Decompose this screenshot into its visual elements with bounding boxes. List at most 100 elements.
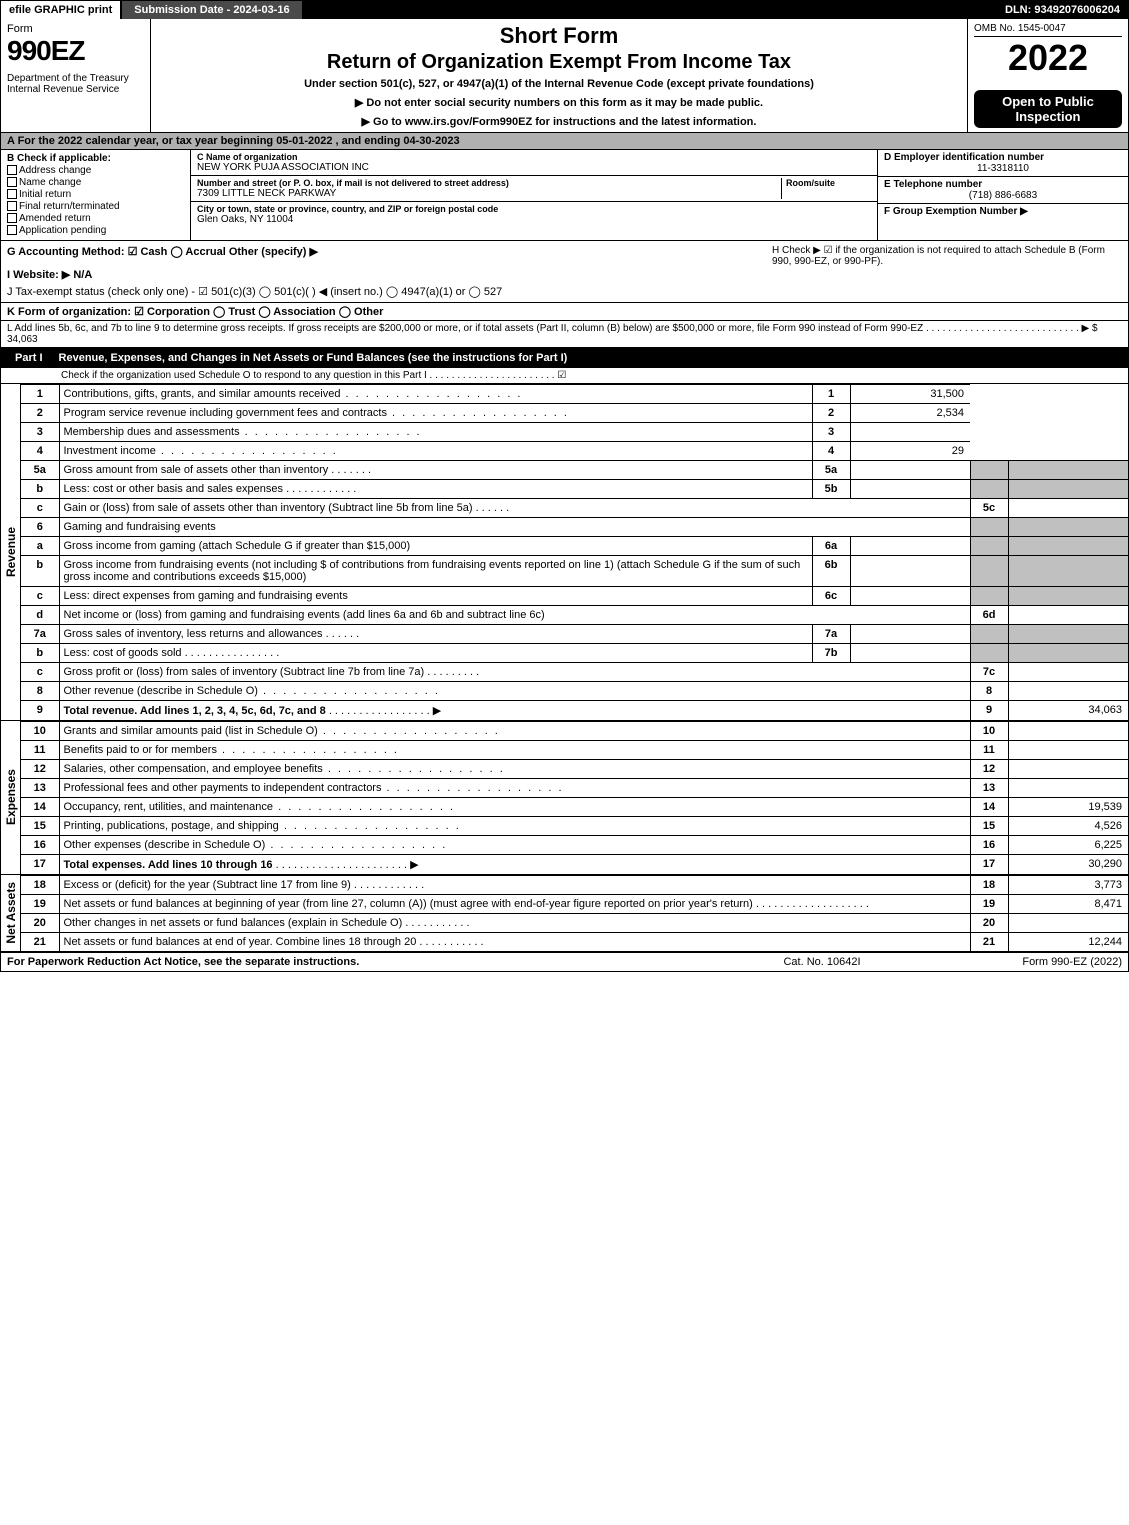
form-of-organization: K Form of organization: ☑ Corporation ◯ … [1, 303, 1128, 321]
form-label: Form [7, 23, 144, 35]
inner-amount [850, 556, 970, 587]
line-num: 2 [21, 404, 59, 423]
line-num: b [21, 644, 59, 663]
form-container: efile GRAPHIC print Submission Date - 20… [0, 0, 1129, 972]
line-desc: Salaries, other compensation, and employ… [59, 760, 970, 779]
department-label: Department of the Treasury Internal Reve… [7, 73, 144, 95]
chk-amended-return[interactable]: Amended return [7, 213, 184, 224]
line-num: 20 [21, 914, 59, 933]
grey-cell [1008, 587, 1128, 606]
grey-cell [970, 644, 1008, 663]
address: 7309 LITTLE NECK PARKWAY [197, 188, 781, 199]
accounting-method: G Accounting Method: ☑ Cash ◯ Accrual Ot… [7, 245, 772, 258]
org-name: NEW YORK PUJA ASSOCIATION INC [197, 162, 871, 173]
dln-label: DLN: 93492076006204 [997, 1, 1128, 19]
website-row: I Website: ▶ N/A [7, 268, 772, 281]
line-box: 5c [970, 499, 1008, 518]
line-num: 21 [21, 933, 59, 952]
line-num: c [21, 499, 59, 518]
grey-cell [970, 461, 1008, 480]
line-box: 19 [970, 895, 1008, 914]
schedule-b-check: H Check ▶ ☑ if the organization is not r… [772, 245, 1122, 298]
line-box: 21 [970, 933, 1008, 952]
line-desc: Other expenses (describe in Schedule O) [59, 836, 970, 855]
chk-address-change[interactable]: Address change [7, 165, 184, 176]
line-num: 19 [21, 895, 59, 914]
line-amount: 4,526 [1008, 817, 1128, 836]
line-desc: Excess or (deficit) for the year (Subtra… [59, 876, 970, 895]
revenue-side-label: Revenue [4, 527, 18, 577]
line-box: 14 [970, 798, 1008, 817]
inner-amount [850, 587, 970, 606]
grey-cell [970, 587, 1008, 606]
inner-box: 6b [812, 556, 850, 587]
line-desc: Gross sales of inventory, less returns a… [59, 625, 812, 644]
line-box: 4 [812, 442, 850, 461]
line-desc: Investment income [59, 442, 812, 461]
chk-application-pending[interactable]: Application pending [7, 225, 184, 236]
line-desc: Occupancy, rent, utilities, and maintena… [59, 798, 970, 817]
line-box: 3 [812, 423, 850, 442]
line-amount: 3,773 [1008, 876, 1128, 895]
line-box: 7c [970, 663, 1008, 682]
line-num: c [21, 587, 59, 606]
ein-label: D Employer identification number [884, 152, 1122, 163]
line-amount [1008, 722, 1128, 741]
footer-cat-no: Cat. No. 10642I [722, 956, 922, 968]
grey-cell [1008, 537, 1128, 556]
line-num: c [21, 663, 59, 682]
chk-name-change[interactable]: Name change [7, 177, 184, 188]
line-box: 17 [970, 855, 1008, 875]
line-amount: 31,500 [850, 385, 970, 404]
line-num: 13 [21, 779, 59, 798]
inner-box: 5b [812, 480, 850, 499]
line-box: 20 [970, 914, 1008, 933]
line-amount: 29 [850, 442, 970, 461]
efile-print-label[interactable]: efile GRAPHIC print [1, 1, 122, 19]
line-box: 10 [970, 722, 1008, 741]
part-1-header: Part I Revenue, Expenses, and Changes in… [1, 348, 1128, 368]
form-number: 990EZ [7, 35, 144, 67]
line-amount [1008, 682, 1128, 701]
address-label: Number and street (or P. O. box, if mail… [197, 178, 781, 188]
inner-amount [850, 625, 970, 644]
phone-label: E Telephone number [884, 179, 1122, 190]
line-amount: 12,244 [1008, 933, 1128, 952]
line-num: 7a [21, 625, 59, 644]
form-header: Form 990EZ Department of the Treasury In… [1, 19, 1128, 133]
inner-amount [850, 644, 970, 663]
chk-final-return[interactable]: Final return/terminated [7, 201, 184, 212]
form-link[interactable]: ▶ Go to www.irs.gov/Form990EZ for instru… [157, 115, 961, 128]
grey-cell [970, 518, 1008, 537]
grey-cell [1008, 556, 1128, 587]
line-box: 18 [970, 876, 1008, 895]
ein: 11-3318110 [884, 163, 1122, 174]
line-desc: Net assets or fund balances at end of ye… [59, 933, 970, 952]
line-num: 8 [21, 682, 59, 701]
line-desc: Grants and similar amounts paid (list in… [59, 722, 970, 741]
line-amount [850, 423, 970, 442]
line-amount: 2,534 [850, 404, 970, 423]
net-assets-side-label: Net Assets [4, 882, 18, 944]
line-amount [1008, 779, 1128, 798]
line-desc: Total expenses. Add lines 10 through 16 … [59, 855, 970, 875]
form-warning: ▶ Do not enter social security numbers o… [157, 96, 961, 109]
line-amount: 19,539 [1008, 798, 1128, 817]
grey-cell [970, 625, 1008, 644]
grey-cell [1008, 461, 1128, 480]
line-amount: 30,290 [1008, 855, 1128, 875]
grey-cell [1008, 518, 1128, 537]
line-num: d [21, 606, 59, 625]
line-amount: 8,471 [1008, 895, 1128, 914]
form-title-2: Return of Organization Exempt From Incom… [157, 51, 961, 74]
line-num: 18 [21, 876, 59, 895]
grey-cell [970, 556, 1008, 587]
open-to-public-badge: Open to Public Inspection [974, 90, 1122, 128]
chk-initial-return[interactable]: Initial return [7, 189, 184, 200]
form-title-1: Short Form [157, 23, 961, 49]
line-box: 11 [970, 741, 1008, 760]
expenses-section: Expenses 10Grants and similar amounts pa… [1, 721, 1128, 875]
tax-year: 2022 [974, 37, 1122, 79]
line-desc: Contributions, gifts, grants, and simila… [59, 385, 812, 404]
submission-date-label: Submission Date - 2024-03-16 [122, 1, 303, 19]
